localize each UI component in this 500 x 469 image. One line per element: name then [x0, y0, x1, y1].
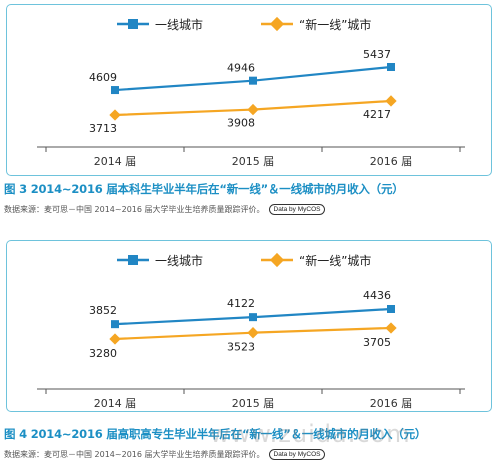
- data-point: [109, 109, 121, 121]
- x-tick-label: 2016 届: [370, 155, 413, 168]
- chart-panel-2: 一线城市 “新一线”城市 2014 届 2015 届 2016 届 3852 4122 443…: [0, 236, 500, 469]
- data-point: [249, 313, 257, 322]
- source-text: 数据来源：麦可思－中国 2014~2016 届大学毕业生培养质量跟踪评价。: [4, 450, 265, 459]
- data-point: [109, 333, 121, 345]
- data-point: [385, 322, 397, 334]
- data-label: 4122: [227, 297, 255, 310]
- source-text: 数据来源：麦可思－中国 2014~2016 届大学毕业生培养质量跟踪评价。: [4, 205, 265, 214]
- brand-badge: Data by MyCOS: [268, 449, 326, 460]
- data-point: [249, 76, 257, 85]
- data-label: 3852: [89, 304, 117, 317]
- x-tick-label: 2014 届: [94, 397, 137, 410]
- x-tick-label: 2016 届: [370, 397, 413, 410]
- chart-frame: 一线城市 “新一线”城市 2014 届 2015 届 2016 届 4609 4946 543…: [6, 4, 492, 176]
- data-label: 3523: [227, 341, 255, 354]
- x-tick-label: 2014 届: [94, 155, 137, 168]
- data-point: [111, 86, 119, 95]
- data-point: [387, 63, 395, 71]
- legend-diamond-marker: [269, 16, 285, 32]
- line-chart: 一线城市 “新一线”城市 2014 届 2015 届 2016 届 3852 4122 443…: [37, 252, 465, 410]
- data-label: 4217: [363, 108, 391, 121]
- chart-panel-1: 一线城市 “新一线”城市 2014 届 2015 届 2016 届 4609 4946 543…: [0, 0, 500, 226]
- line-chart: 一线城市 “新一线”城市 2014 届 2015 届 2016 届 4609 4946 543…: [37, 16, 465, 168]
- figure-caption: 图 3 2014~2016 届本科生毕业半年后在“新一线”＆一线城市的月收入（元…: [4, 182, 404, 196]
- chart-frame: 一线城市 “新一线”城市 2014 届 2015 届 2016 届 3852 4122 443…: [6, 240, 492, 412]
- legend-label: 一线城市: [155, 253, 203, 268]
- legend-label: “新一线”城市: [299, 17, 371, 32]
- data-point: [247, 103, 259, 116]
- legend-label: “新一线”城市: [299, 253, 371, 268]
- data-label: 3713: [89, 122, 117, 135]
- x-tick-label: 2015 届: [232, 397, 275, 410]
- data-label: 4609: [89, 71, 117, 84]
- data-source-note: 数据来源：麦可思－中国 2014~2016 届大学毕业生培养质量跟踪评价。 Da…: [4, 204, 326, 215]
- data-point: [385, 95, 397, 107]
- data-point: [111, 320, 119, 329]
- data-label: 4946: [227, 62, 255, 75]
- data-point: [247, 327, 259, 339]
- data-label: 3908: [227, 117, 255, 130]
- brand-badge: Data by MyCOS: [268, 204, 326, 215]
- legend-diamond-marker: [269, 252, 285, 268]
- data-label: 5437: [363, 48, 391, 61]
- figure-caption: 图 4 2014~2016 届高职高专生毕业半年后在“新一线”＆一线城市的月收入…: [4, 427, 427, 441]
- data-label: 4436: [363, 289, 391, 302]
- data-point: [387, 305, 395, 313]
- x-tick-label: 2015 届: [232, 155, 275, 168]
- legend-label: 一线城市: [155, 17, 203, 32]
- legend-square-marker: [128, 19, 138, 29]
- data-label: 3280: [89, 347, 117, 360]
- legend-square-marker: [128, 255, 138, 265]
- data-source-note: 数据来源：麦可思－中国 2014~2016 届大学毕业生培养质量跟踪评价。 Da…: [4, 449, 326, 460]
- data-label: 3705: [363, 336, 391, 349]
